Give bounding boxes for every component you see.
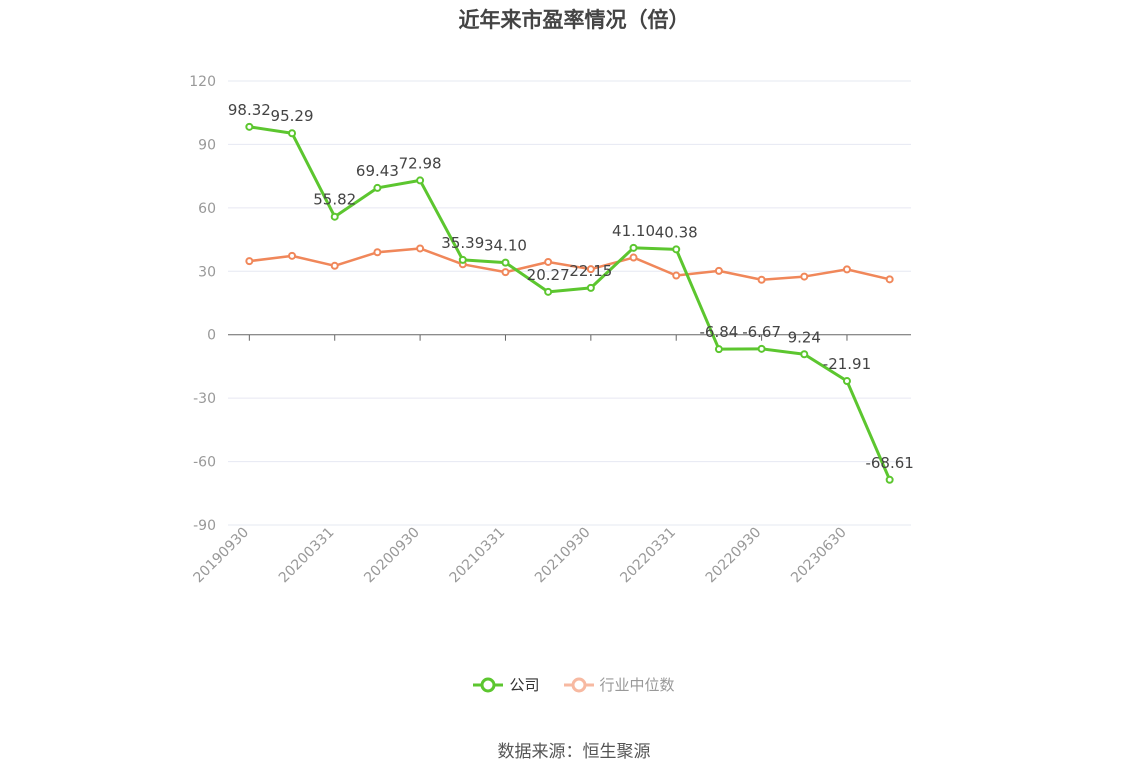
y-tick-label: -90 — [193, 518, 216, 534]
x-tick-label: 20210930 — [532, 525, 594, 587]
x-tick-label: 20200331 — [276, 525, 338, 587]
data-point-industry-median — [629, 253, 638, 262]
data-point-industry-median — [842, 265, 851, 274]
x-tick-label: 20200930 — [361, 525, 423, 587]
data-label: 20.27 — [527, 266, 570, 284]
data-point-industry-median — [544, 257, 553, 266]
data-point-company — [501, 258, 510, 267]
data-label: 9.24 — [788, 328, 821, 346]
data-point-industry-median — [330, 261, 339, 270]
data-point-company — [544, 287, 553, 296]
data-point-industry-median — [373, 248, 382, 257]
data-label: 72.98 — [399, 154, 442, 172]
data-point-industry-median — [757, 275, 766, 284]
data-point-company — [245, 122, 254, 131]
y-tick-label: 60 — [198, 201, 216, 217]
data-point-industry-median — [416, 244, 425, 253]
data-point-industry-median — [672, 271, 681, 280]
data-point-company — [416, 176, 425, 185]
legend-line-circle-icon — [473, 677, 504, 692]
chart-title: 近年来市盈率情况（倍） — [458, 8, 690, 32]
data-label: 40.38 — [655, 223, 698, 241]
data-label: -6.67 — [742, 323, 781, 341]
data-point-company — [672, 245, 681, 254]
x-tick-label: 20220331 — [617, 525, 679, 587]
data-label: -68.61 — [865, 454, 913, 472]
data-point-company — [288, 129, 297, 138]
legend-label-industry-median: 行业中位数 — [599, 676, 675, 694]
y-tick-label: -60 — [193, 455, 216, 471]
data-point-industry-median — [885, 275, 894, 284]
data-point-company — [757, 344, 766, 353]
data-label: 41.10 — [612, 222, 655, 240]
legend-line-circle-icon — [563, 677, 594, 692]
legend-label-company: 公司 — [509, 676, 540, 694]
data-label: 98.32 — [228, 101, 271, 119]
y-tick-label: -30 — [193, 391, 216, 407]
y-tick-label: 120 — [189, 74, 216, 90]
x-tick-label: 20210331 — [447, 525, 509, 587]
data-point-industry-median — [288, 251, 297, 260]
data-label: 69.43 — [356, 162, 399, 180]
x-tick-label: 20230630 — [788, 525, 850, 587]
data-point-industry-median — [501, 268, 510, 277]
y-tick-label: 0 — [207, 328, 216, 344]
data-label: -6.84 — [700, 323, 739, 341]
data-point-industry-median — [800, 272, 809, 281]
data-label: 55.82 — [313, 191, 356, 209]
series-line-company — [249, 125, 892, 481]
data-label: 95.29 — [271, 107, 314, 125]
legend-item-industry-median[interactable]: 行业中位数 — [563, 674, 675, 695]
data-point-company — [629, 243, 638, 252]
data-point-company — [885, 475, 894, 484]
x-tick-label: 20220930 — [703, 525, 765, 587]
data-label: 34.10 — [484, 237, 527, 255]
data-label: 22.15 — [569, 262, 612, 280]
data-point-company — [800, 350, 809, 359]
y-tick-label: 30 — [198, 264, 216, 280]
data-point-industry-median — [245, 257, 254, 266]
data-point-company — [373, 183, 382, 192]
data-point-company — [458, 255, 467, 264]
data-point-company — [842, 377, 851, 386]
data-point-company — [330, 212, 339, 221]
data-point-industry-median — [714, 266, 723, 275]
legend: 公司 行业中位数 — [0, 674, 1148, 695]
data-label: 35.39 — [441, 234, 484, 252]
data-point-company — [714, 345, 723, 354]
series-line-industry-median — [249, 247, 890, 281]
legend-item-company[interactable]: 公司 — [473, 674, 540, 695]
data-point-industry-median — [586, 265, 595, 274]
data-source-note: 数据来源：恒生聚源 — [497, 742, 651, 762]
data-label: -21.91 — [823, 355, 871, 373]
y-tick-label: 90 — [198, 137, 216, 153]
data-point-company — [586, 283, 595, 292]
